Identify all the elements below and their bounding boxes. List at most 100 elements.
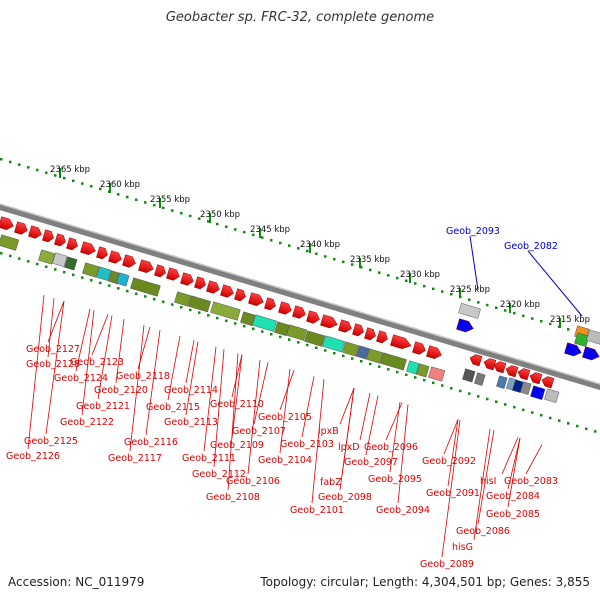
gene-label: Geob_2094 (376, 505, 430, 516)
axis-dot (126, 289, 129, 293)
gene-label-blue: Geob_2082 (504, 241, 558, 252)
leader-line (115, 319, 125, 384)
axis-dot (450, 293, 453, 296)
axis-dot (513, 311, 516, 315)
gene-box (544, 388, 560, 403)
axis-dot (549, 322, 552, 326)
leader-line (279, 370, 295, 411)
gene-label: Geob_2097 (344, 457, 398, 468)
leader-line (501, 437, 519, 475)
leader-line (473, 428, 491, 541)
leader-line (279, 368, 291, 454)
gene-label: Geob_2124 (54, 373, 108, 384)
axis-dot (63, 176, 66, 180)
gene-labels: Geob_2093Geob_2082Geob_2127Geob_2128Geob… (6, 226, 558, 570)
gene-arrow (364, 327, 376, 341)
gene-label: Geob_2092 (422, 456, 476, 467)
axis-dot (540, 414, 543, 417)
gene-box (174, 291, 192, 307)
axis-dot (243, 230, 246, 234)
gene-label: Geob_2112 (192, 469, 246, 480)
axis-dot (108, 284, 111, 287)
axis-dot (351, 357, 354, 360)
axis-dot (324, 349, 327, 352)
leader-line (47, 301, 65, 343)
gene-label: Geob_2118 (116, 371, 170, 382)
gene-box (96, 266, 112, 281)
leader-line (27, 295, 45, 450)
gene-arrow (122, 254, 136, 268)
scale-tick-label: 2350 kbp (200, 210, 240, 220)
gene-arrow (493, 361, 507, 374)
scale-tick-label: 2335 kbp (350, 255, 390, 265)
gene-label: Geob_2083 (504, 476, 558, 487)
axis-dot (585, 427, 588, 430)
axis-dot (216, 222, 219, 226)
scale-tick-label: 2345 kbp (250, 225, 290, 235)
axis-dot (9, 160, 12, 164)
gene-box (322, 335, 345, 353)
axis-dot (198, 311, 201, 314)
leader-line (81, 310, 95, 416)
axis-dot (90, 185, 93, 188)
accession-text: Accession: NC_011979 (8, 575, 145, 589)
axis-dot (387, 368, 390, 371)
axis-dot (45, 171, 48, 174)
axis-dot (180, 306, 183, 309)
leader-line (145, 329, 161, 436)
leader-line (389, 401, 401, 473)
axis-dot (144, 295, 147, 298)
gene-box (520, 381, 532, 395)
leader-line (397, 404, 409, 504)
axis-dot (9, 254, 12, 258)
gene-box (130, 277, 161, 297)
gene-arrow (505, 365, 519, 378)
axis-dot (153, 297, 156, 301)
axis-dot (306, 343, 309, 347)
axis-dot (567, 328, 570, 331)
gene-box (188, 295, 211, 313)
axis-dot (504, 403, 507, 406)
gene-label: Geob_2091 (426, 488, 480, 499)
gene-arrow (80, 241, 96, 255)
axis-dot (486, 303, 489, 307)
scale-tick-label: 2365 kbp (50, 165, 90, 175)
gene-label: Geob_2121 (76, 401, 130, 412)
gene-box (342, 341, 360, 357)
gene-box (82, 262, 100, 278)
gene-box (210, 301, 241, 321)
leader-line (311, 379, 325, 504)
axis-dot (72, 179, 75, 183)
gene-box (586, 329, 600, 345)
leader-line (359, 392, 371, 441)
axis-dot (261, 236, 264, 239)
gene-box (0, 234, 20, 251)
genome-summary-text: Topology: circular; Length: 4,304,501 bp… (260, 575, 590, 589)
gene-box (64, 256, 78, 271)
gene-label: Geob_2116 (124, 437, 178, 448)
gene-box (406, 360, 420, 375)
gene-label: Geob_2108 (206, 492, 260, 503)
axis-dot (513, 405, 516, 409)
gene-arrow (541, 376, 555, 389)
gene-box (512, 379, 524, 393)
leader-line (247, 359, 261, 475)
gene-arrow (338, 319, 352, 333)
leader-line (91, 314, 109, 356)
axis-dot (468, 298, 471, 301)
gene-box (474, 372, 486, 386)
gene-arrow (469, 354, 483, 367)
leader-line (129, 325, 145, 452)
gene-box (380, 352, 407, 371)
axis-dot (126, 195, 129, 199)
leader-line (525, 444, 543, 475)
leader-line (301, 376, 315, 438)
leader-line (47, 298, 55, 358)
axis-dot (252, 233, 255, 237)
axis-dot (18, 257, 21, 260)
leader-line (231, 354, 243, 439)
backbone-highlight (0, 203, 600, 385)
axis-dot (288, 244, 291, 247)
gene-label: hisI (480, 476, 496, 487)
gene-label: Geob_2086 (456, 526, 510, 537)
